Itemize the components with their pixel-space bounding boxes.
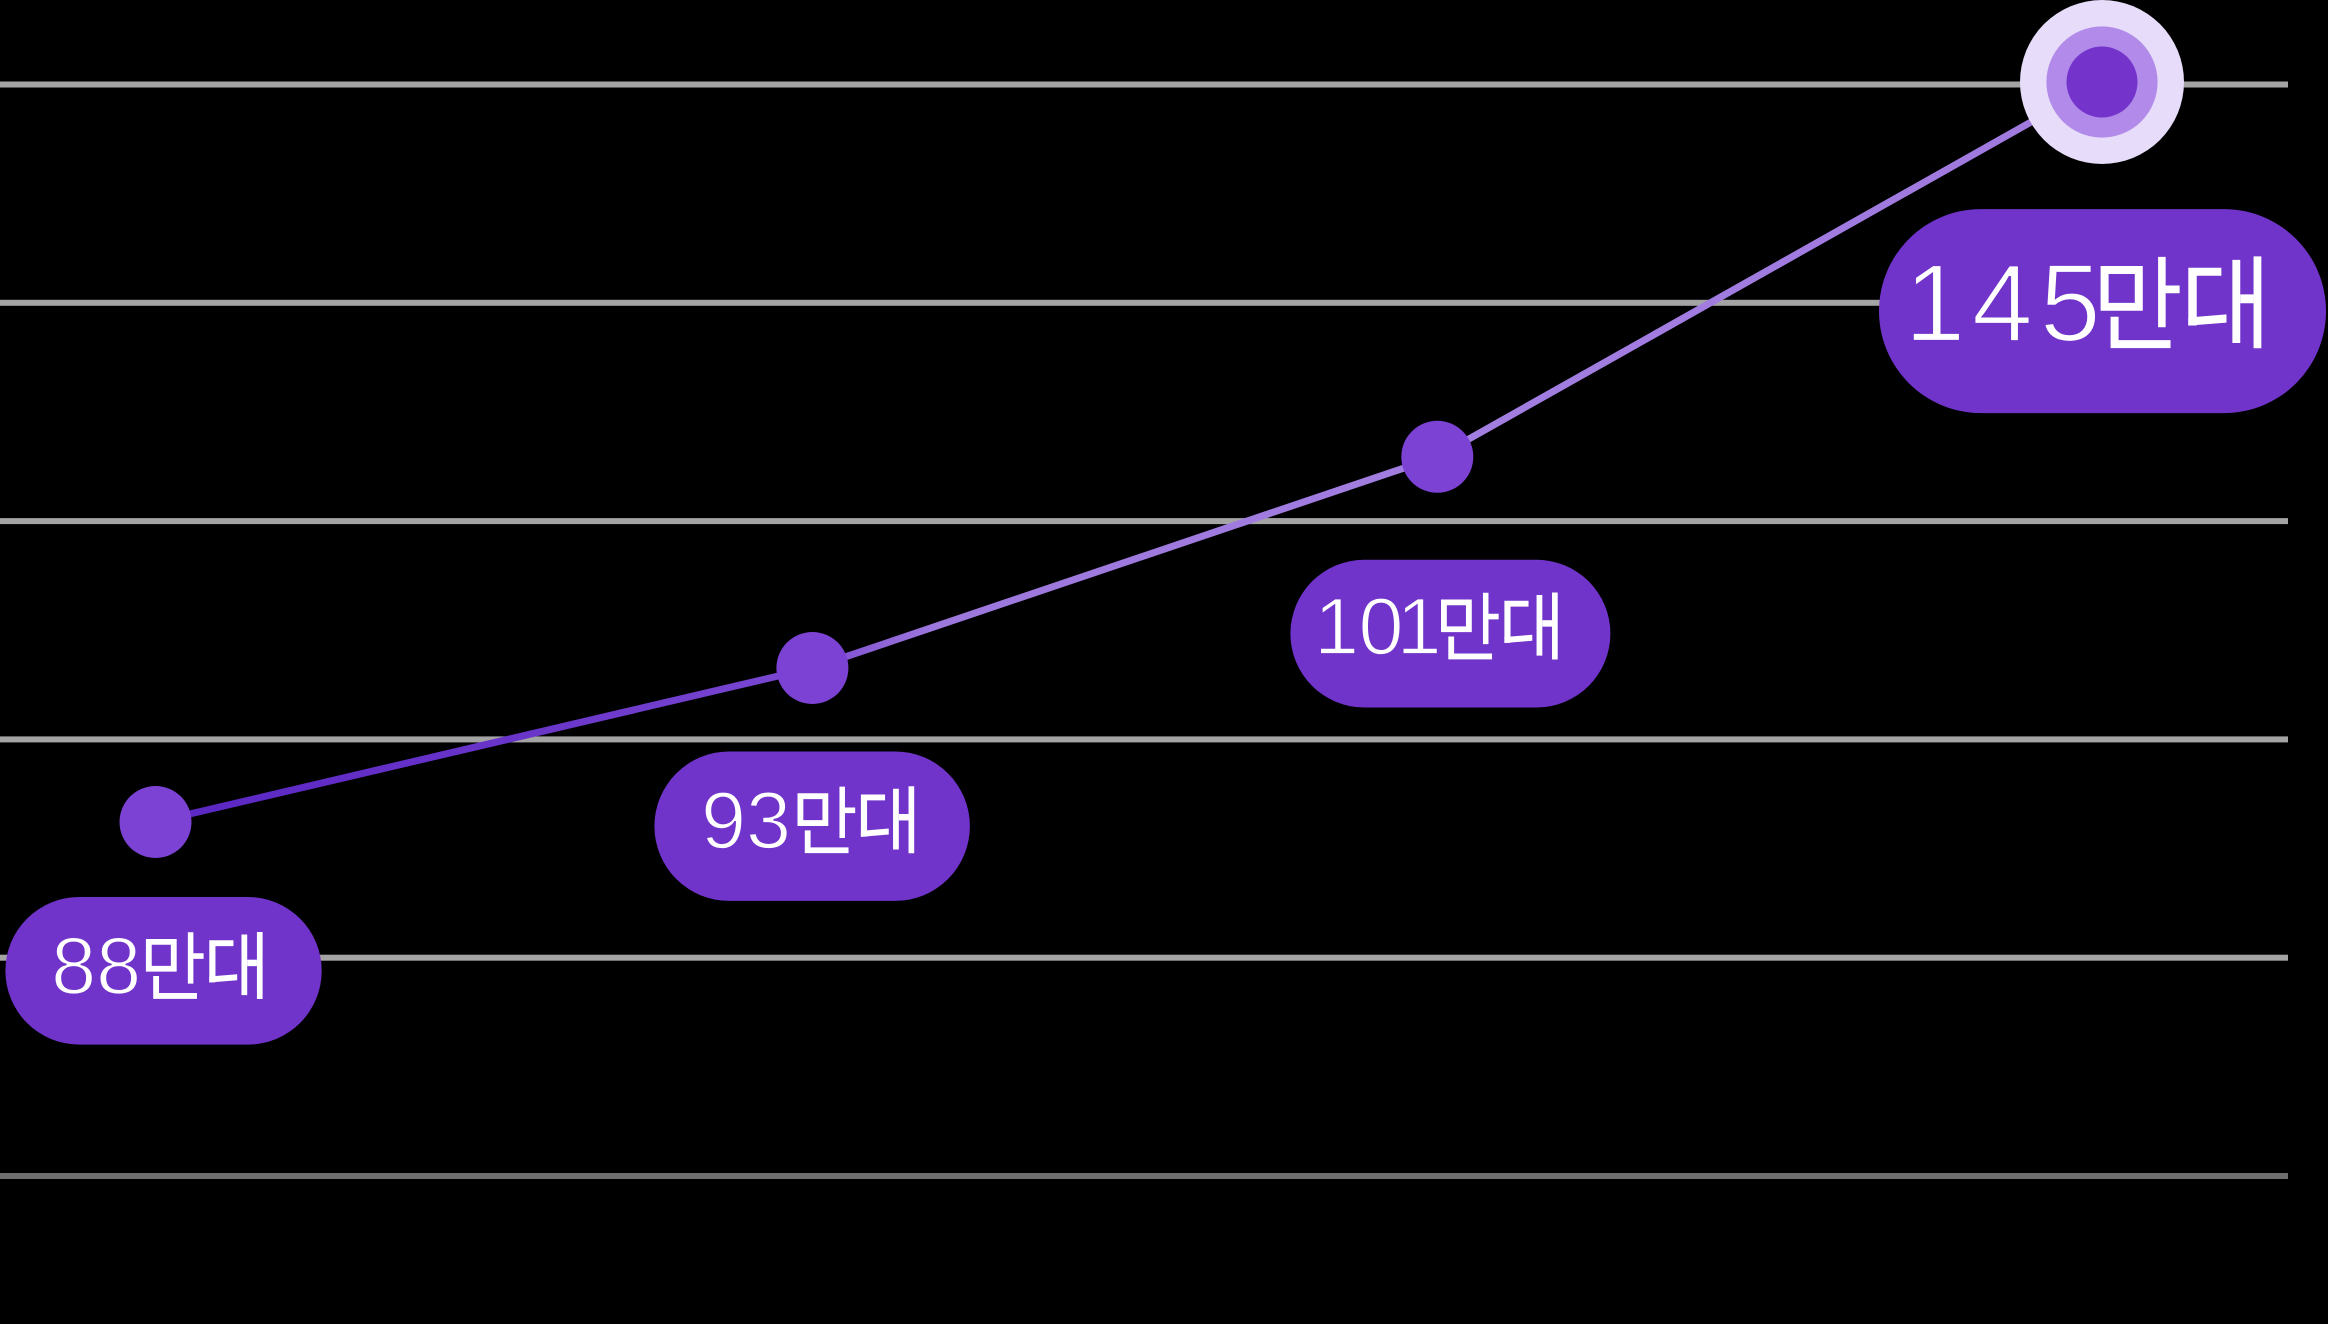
svg-text:4: 4 bbox=[1972, 242, 2033, 365]
svg-text:88: 88 bbox=[51, 922, 141, 1012]
svg-text:1: 1 bbox=[1904, 242, 1965, 365]
svg-text:1: 1 bbox=[1314, 582, 1359, 672]
svg-text:1: 1 bbox=[1397, 582, 1442, 672]
svg-text:0: 0 bbox=[1359, 582, 1404, 672]
svg-text:5: 5 bbox=[2040, 242, 2101, 365]
svg-text:93: 93 bbox=[701, 776, 791, 866]
